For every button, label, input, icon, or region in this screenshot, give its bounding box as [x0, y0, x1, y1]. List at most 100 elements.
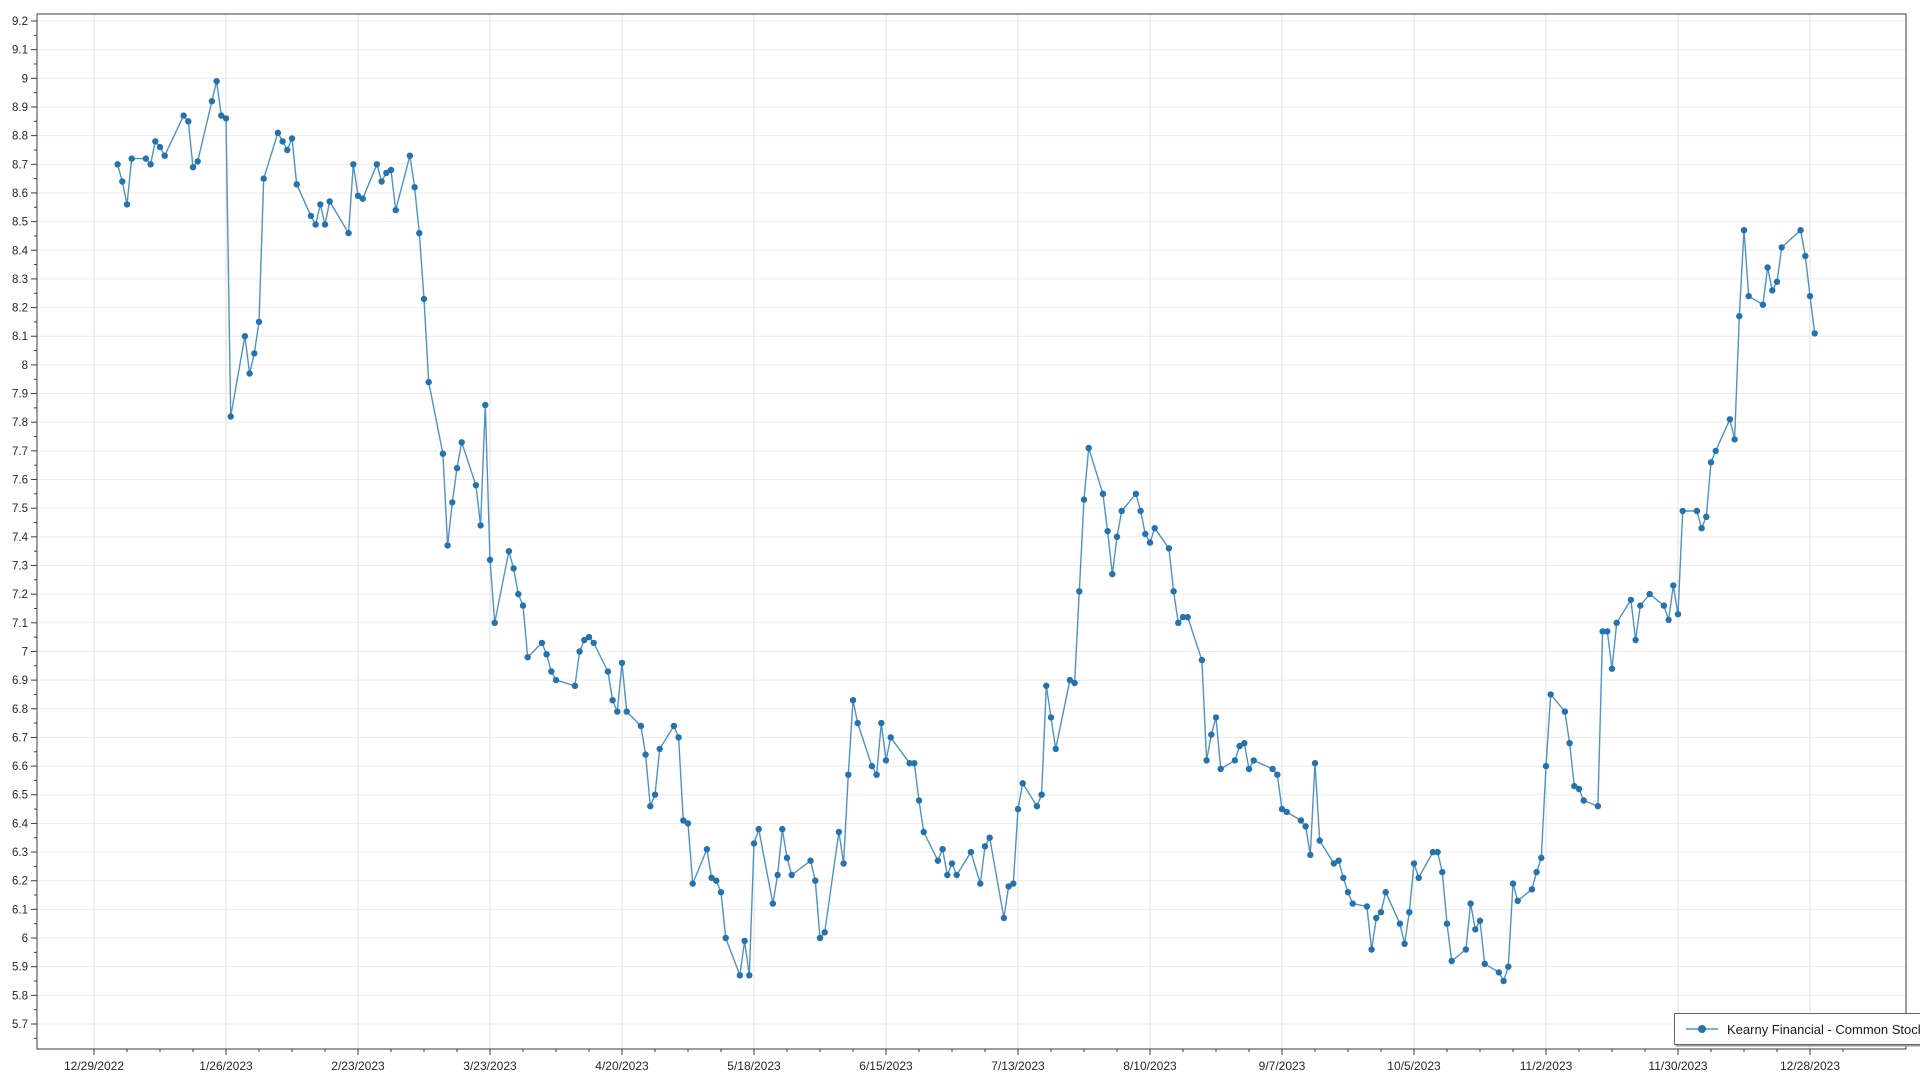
data-point-marker: [420, 295, 428, 303]
data-point-marker: [1330, 860, 1338, 867]
y-axis-tick-label: 8.9: [12, 102, 28, 114]
x-axis-tick-label: 1/26/2023: [199, 1059, 253, 1073]
data-point-marker: [1698, 525, 1705, 532]
y-axis-tick-label: 6.9: [12, 675, 28, 687]
data-point-marker: [552, 676, 560, 684]
data-point-marker: [816, 934, 824, 942]
y-axis-tick-label: 8.2: [12, 303, 28, 315]
data-point-marker: [491, 619, 498, 626]
legend[interactable]: Kearny Financial - Common Stock: [1674, 1013, 1920, 1045]
data-point-marker: [1274, 771, 1281, 778]
data-point-marker: [260, 175, 267, 182]
data-point-marker: [783, 854, 791, 861]
data-point-marker: [350, 161, 357, 168]
data-point-marker: [1575, 785, 1583, 793]
data-point-marker: [1731, 436, 1738, 443]
data-point-marker: [1283, 808, 1290, 816]
data-point-marker: [1759, 301, 1767, 308]
data-point-marker: [581, 636, 588, 644]
y-axis-tick-label: 8.7: [12, 159, 28, 171]
data-point-marker: [689, 880, 696, 887]
data-point-marker: [180, 112, 187, 119]
gridlines: [37, 14, 1906, 1049]
y-axis-tick-label: 7.5: [12, 503, 28, 515]
data-point-marker: [845, 771, 852, 778]
y-axis-tick-label: 8.1: [12, 331, 28, 343]
x-axis-tick-label: 6/15/2023: [859, 1059, 913, 1073]
data-point-marker: [1335, 857, 1342, 864]
data-point-marker: [354, 192, 362, 199]
data-point-marker: [1797, 227, 1804, 234]
data-point-marker: [1137, 507, 1144, 515]
data-point-marker: [835, 828, 843, 836]
data-point-marker: [986, 834, 993, 841]
data-point-marker: [392, 206, 399, 214]
data-point-marker: [515, 590, 522, 598]
y-axis-tick-label: 7.7: [12, 446, 28, 458]
x-axis-tick-label: 9/7/2023: [1259, 1059, 1306, 1073]
data-point-marker: [911, 760, 918, 767]
data-point-marker: [543, 651, 550, 658]
data-point-marker: [1566, 740, 1573, 747]
data-point-marker: [1604, 628, 1611, 635]
y-axis-tick-label: 6.2: [12, 876, 28, 888]
data-point-marker: [774, 871, 781, 879]
data-point-marker: [1066, 676, 1074, 684]
data-point-marker: [807, 857, 814, 864]
data-point-marker: [920, 828, 927, 836]
data-point-marker: [1401, 940, 1408, 947]
data-point-marker: [345, 229, 352, 237]
data-point-marker: [1500, 977, 1507, 985]
data-point-marker: [1245, 765, 1253, 773]
y-axis-tick-label: 6: [22, 933, 28, 945]
data-point-marker: [571, 682, 579, 689]
data-point-marker: [934, 857, 942, 864]
data-point-marker: [1311, 760, 1319, 767]
data-point-marker: [373, 161, 381, 168]
data-point-marker: [1278, 805, 1286, 813]
data-point-marker: [1472, 926, 1479, 933]
data-point-marker: [208, 98, 216, 105]
data-point-marker: [887, 734, 894, 741]
y-axis-tick-label: 8: [22, 360, 28, 372]
data-point-marker: [981, 843, 989, 850]
data-point-marker: [1373, 914, 1380, 922]
y-axis-tick-label: 7.3: [12, 560, 28, 572]
data-point-marker: [255, 318, 263, 326]
data-point-marker: [746, 972, 753, 979]
data-point-marker: [227, 413, 234, 420]
data-point-marker: [1349, 900, 1356, 907]
data-point-marker: [411, 184, 418, 191]
y-axis-tick-label: 7.2: [12, 589, 28, 601]
data-point-marker: [1175, 619, 1182, 626]
data-point-marker: [152, 138, 159, 145]
y-axis-tick-label: 6.1: [12, 904, 28, 916]
data-point-marker: [1613, 619, 1620, 626]
y-axis-tick-label: 5.9: [12, 962, 28, 974]
data-point-marker: [1297, 817, 1305, 824]
y-axis-tick-label: 8.4: [12, 245, 29, 257]
data-point-marker: [284, 146, 291, 154]
data-point-marker: [1269, 765, 1276, 773]
data-point-marker: [977, 880, 984, 887]
data-point-marker: [1368, 946, 1375, 953]
data-point-marker: [1076, 588, 1083, 595]
data-point-marker: [741, 937, 748, 945]
data-point-marker: [713, 877, 720, 884]
y-axis-tick-label: 5.8: [12, 990, 28, 1002]
data-point-marker: [444, 542, 451, 549]
y-axis-tick-label: 8.3: [12, 274, 28, 286]
y-axis-tick-label: 9: [22, 73, 28, 85]
data-point-marker: [317, 201, 324, 208]
data-point-marker: [906, 760, 913, 767]
data-point-marker: [1014, 805, 1022, 813]
data-point-marker: [486, 556, 494, 563]
data-point-marker: [722, 934, 729, 942]
data-point-marker: [944, 871, 951, 879]
data-point-marker: [1241, 740, 1248, 747]
data-point-marker: [1580, 797, 1587, 804]
data-point-marker: [1509, 880, 1517, 887]
data-point-marker: [1109, 570, 1116, 578]
